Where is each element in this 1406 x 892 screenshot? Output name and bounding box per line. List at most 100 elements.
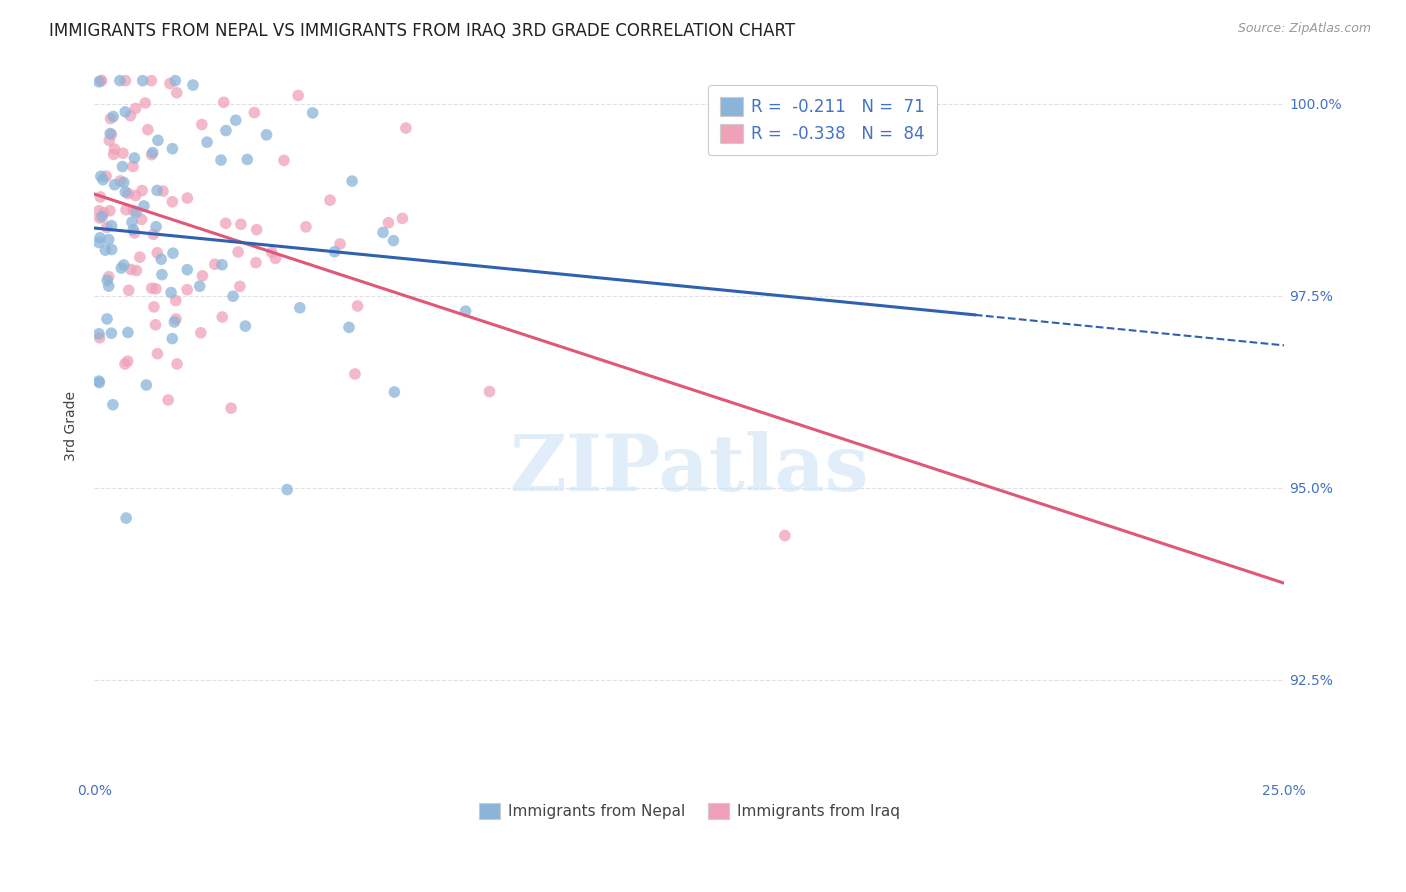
Point <box>135 378 157 392</box>
Point <box>91 172 114 186</box>
Point <box>124 151 146 165</box>
Point <box>319 193 342 207</box>
Point <box>288 301 311 315</box>
Point <box>236 153 259 167</box>
Point <box>142 300 165 314</box>
Point <box>209 153 232 167</box>
Point <box>131 212 153 227</box>
Point <box>114 357 136 371</box>
Point <box>384 384 406 399</box>
Point <box>226 244 249 259</box>
Point <box>454 304 477 318</box>
Point <box>243 105 266 120</box>
Point <box>188 279 211 293</box>
Point <box>111 146 134 161</box>
Point <box>773 528 796 542</box>
Point <box>162 246 184 260</box>
Point <box>346 299 368 313</box>
Point <box>215 123 238 137</box>
Point <box>125 263 148 277</box>
Point <box>98 203 121 218</box>
Point <box>256 128 278 142</box>
Point <box>94 169 117 183</box>
Point <box>89 376 111 390</box>
Point <box>117 186 139 201</box>
Point <box>111 160 134 174</box>
Point <box>329 236 352 251</box>
Point <box>191 268 214 283</box>
Point <box>87 326 110 341</box>
Point <box>90 169 112 184</box>
Point <box>195 135 218 149</box>
Point <box>112 176 135 190</box>
Point <box>134 95 156 110</box>
Point <box>89 331 111 345</box>
Point <box>145 318 167 332</box>
Point <box>159 77 181 91</box>
Point <box>128 250 150 264</box>
Point <box>260 245 283 260</box>
Point <box>229 217 252 231</box>
Point <box>145 219 167 234</box>
Point <box>165 312 187 326</box>
Y-axis label: 3rd Grade: 3rd Grade <box>65 392 79 461</box>
Point <box>246 222 269 236</box>
Point <box>121 215 143 229</box>
Point <box>150 252 173 267</box>
Point <box>142 145 165 160</box>
Point <box>122 203 145 218</box>
Point <box>162 332 184 346</box>
Point <box>96 273 118 287</box>
Point <box>124 226 146 240</box>
Point <box>204 257 226 271</box>
Point <box>145 282 167 296</box>
Point <box>222 289 245 303</box>
Point <box>340 174 363 188</box>
Point <box>100 326 122 341</box>
Point <box>103 147 125 161</box>
Point <box>162 194 184 209</box>
Point <box>115 511 138 525</box>
Point <box>377 216 399 230</box>
Point <box>343 367 366 381</box>
Point <box>478 384 501 399</box>
Point <box>225 113 247 128</box>
Point <box>295 219 318 234</box>
Point <box>87 374 110 388</box>
Point <box>104 178 127 192</box>
Point <box>122 222 145 236</box>
Point <box>142 227 165 242</box>
Point <box>120 109 142 123</box>
Point <box>98 127 121 141</box>
Point <box>118 283 141 297</box>
Point <box>114 73 136 87</box>
Point <box>124 188 146 202</box>
Point <box>371 226 394 240</box>
Point <box>165 73 187 87</box>
Point <box>141 147 163 161</box>
Point <box>136 122 159 136</box>
Point <box>301 106 323 120</box>
Point <box>211 310 233 324</box>
Point <box>152 184 174 198</box>
Point <box>90 73 112 87</box>
Point <box>146 245 169 260</box>
Point <box>87 235 110 250</box>
Point <box>245 255 267 269</box>
Point <box>163 315 186 329</box>
Point <box>117 326 139 340</box>
Point <box>98 133 121 147</box>
Text: Source: ZipAtlas.com: Source: ZipAtlas.com <box>1237 22 1371 36</box>
Point <box>287 88 309 103</box>
Point <box>96 312 118 326</box>
Point <box>93 206 115 220</box>
Point <box>91 210 114 224</box>
Point <box>89 211 111 225</box>
Point <box>97 233 120 247</box>
Point <box>215 216 238 230</box>
Point <box>276 483 298 497</box>
Point <box>108 73 131 87</box>
Point <box>110 261 132 276</box>
Point <box>211 258 233 272</box>
Point <box>114 104 136 119</box>
